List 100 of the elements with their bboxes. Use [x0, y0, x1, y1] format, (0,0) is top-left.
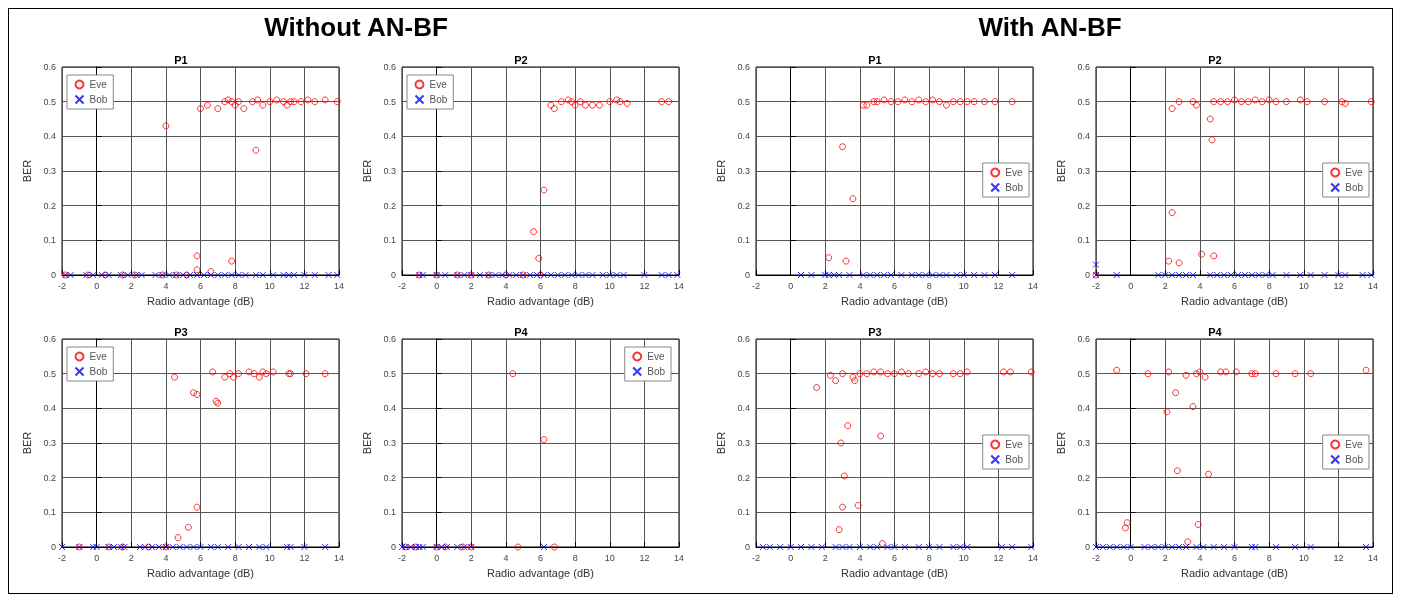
point: [894, 98, 902, 106]
y-tick-label: 0.5: [43, 368, 56, 379]
point: [547, 271, 555, 279]
point: [550, 105, 558, 113]
point: [1163, 408, 1171, 416]
x-tick-label: 10: [1298, 280, 1309, 291]
x-tick-label: 0: [94, 280, 100, 291]
point: [311, 271, 319, 279]
point: [936, 271, 944, 279]
point: [407, 543, 415, 551]
x-tick-label: 4: [857, 552, 863, 563]
point: [1220, 543, 1228, 551]
y-axis-title: BER: [714, 431, 727, 455]
point: [863, 370, 871, 378]
point: [616, 98, 624, 106]
point: [228, 257, 236, 265]
point: [1161, 543, 1169, 551]
x-tick-label: 8: [572, 280, 578, 291]
y-tick-label: 0.5: [1077, 96, 1090, 107]
x-tick-label: 14: [333, 280, 345, 291]
point: [859, 101, 867, 109]
x-tick-label: 0: [1128, 552, 1134, 563]
x-tick-label: 14: [1367, 280, 1379, 291]
point: [1147, 543, 1155, 551]
point: [571, 101, 579, 109]
point: [825, 271, 833, 279]
point: [1222, 368, 1230, 376]
point: [956, 98, 964, 106]
point: [1265, 96, 1273, 104]
point: [1272, 98, 1280, 106]
point: [193, 390, 201, 398]
y-tick-label: 0: [50, 270, 56, 280]
point: [266, 98, 274, 106]
y-tick-label: 0: [390, 270, 396, 280]
point: [1173, 467, 1181, 475]
legend-label: Eve: [89, 351, 108, 362]
point: [880, 96, 888, 104]
point: [1113, 271, 1121, 279]
point: [856, 543, 864, 551]
point: [897, 368, 905, 376]
y-tick-label: 0.3: [383, 438, 396, 448]
point: [235, 271, 243, 279]
point: [1113, 543, 1121, 551]
x-tick-label: 14: [1367, 552, 1379, 563]
point: [240, 105, 248, 113]
point: [304, 96, 312, 104]
point: [176, 543, 184, 551]
point: [287, 98, 295, 106]
point: [526, 271, 534, 279]
x-tick-label: 6: [1231, 280, 1238, 291]
point: [956, 543, 964, 551]
point: [259, 101, 267, 109]
point: [877, 368, 885, 376]
point: [807, 271, 815, 279]
x-tick-label: 14: [673, 552, 685, 563]
y-tick-label: 0.1: [383, 235, 396, 246]
legend-label: Bob: [1005, 454, 1024, 465]
point: [606, 271, 614, 279]
y-tick-label: 0.1: [43, 235, 56, 246]
y-tick-label: 0.2: [1077, 200, 1090, 211]
y-tick-label: 0.3: [1077, 438, 1090, 448]
point: [214, 271, 222, 279]
point: [873, 543, 881, 551]
point: [1220, 271, 1228, 279]
point: [1184, 538, 1192, 546]
point: [1168, 209, 1176, 217]
point: [998, 543, 1006, 551]
point: [1201, 373, 1209, 381]
x-tick-label: -2: [751, 280, 761, 291]
point: [209, 368, 217, 376]
y-tick-label: 0.1: [383, 507, 396, 518]
y-tick-label: 0.1: [737, 235, 750, 246]
x-tick-label: 6: [537, 552, 544, 563]
chart-title: P3: [868, 325, 882, 338]
x-tick-label: 8: [926, 552, 932, 563]
point: [588, 271, 596, 279]
point: [936, 543, 944, 551]
point: [1194, 520, 1202, 528]
point: [290, 98, 298, 106]
point: [963, 368, 971, 376]
x-axis-title: Radio advantage (dB): [486, 566, 595, 579]
point: [915, 271, 923, 279]
point: [419, 271, 427, 279]
x-tick-label: 10: [264, 280, 275, 291]
point: [214, 105, 222, 113]
point: [837, 439, 845, 447]
point: [849, 373, 857, 381]
point: [897, 271, 905, 279]
point: [1154, 543, 1162, 551]
x-tick-label: 2: [468, 280, 474, 291]
x-tick-label: 2: [1162, 552, 1168, 563]
x-tick-label: 4: [503, 280, 509, 291]
point: [840, 472, 848, 480]
point: [242, 271, 250, 279]
x-axis-title: Radio advantage (dB): [486, 294, 595, 307]
point: [302, 370, 310, 378]
x-tick-label: 14: [1027, 280, 1039, 291]
point: [514, 543, 522, 551]
x-tick-label: 8: [232, 280, 238, 291]
x-tick-label: 0: [434, 552, 440, 563]
